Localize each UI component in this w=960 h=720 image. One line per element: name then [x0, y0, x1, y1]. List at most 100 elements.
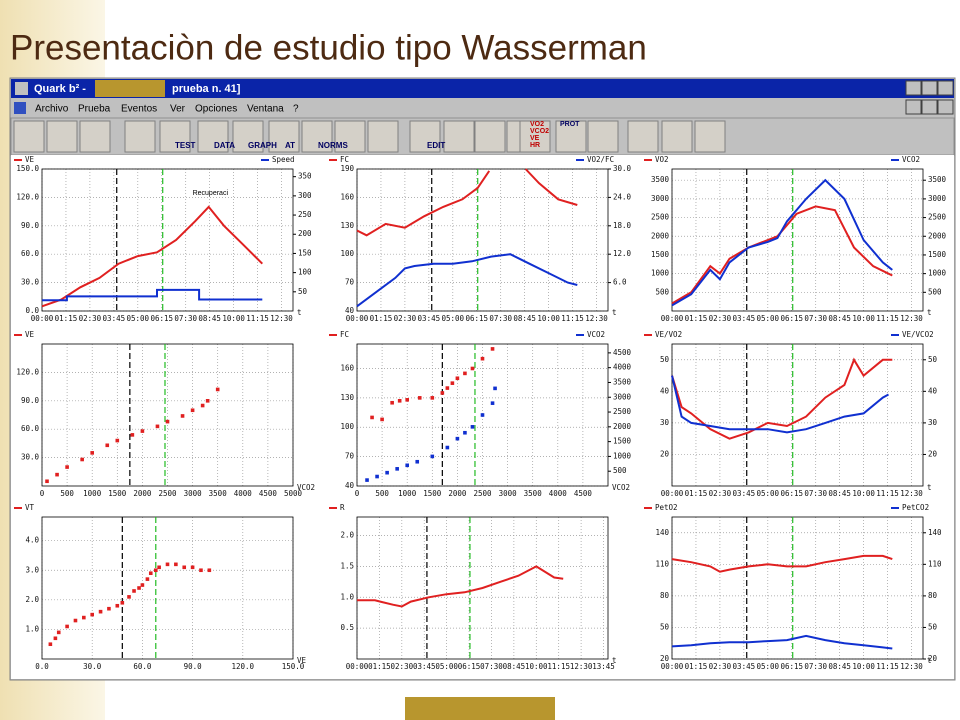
toolbar-button[interactable] [268, 120, 300, 153]
y2-tick-label: 140 [928, 528, 942, 537]
scatter-point [90, 612, 94, 617]
toolbar-label: HR [530, 142, 540, 149]
legend-label: FC [340, 155, 349, 164]
legend-label: PetO2 [655, 503, 678, 512]
x-tick-label: 08:45 [198, 314, 221, 323]
toolbar-button[interactable] [519, 120, 551, 153]
toolbar-button[interactable] [555, 120, 587, 153]
window-title: Quark b² - [34, 83, 86, 95]
x-tick-label: 07:30 [804, 489, 827, 498]
y2-tick-label: 30 [928, 418, 938, 427]
x-axis-label: VE [297, 656, 307, 665]
restore-button[interactable] [921, 99, 938, 115]
scatter-point [490, 347, 495, 351]
x-axis-label: t [927, 483, 932, 492]
minimize-button[interactable] [905, 80, 922, 96]
x-tick-label: 4000 [234, 489, 253, 498]
scatter-point [182, 565, 187, 570]
y-tick-label: 1500 [651, 250, 670, 259]
y-tick-label: 3500 [651, 175, 670, 184]
toolbar-label: DATA [214, 141, 235, 150]
close-button[interactable] [937, 99, 954, 115]
scatter-point [455, 436, 460, 441]
toolbar-button[interactable] [159, 120, 191, 153]
y2-tick-label: 40 [928, 386, 938, 395]
x-tick-label: 03:45 [418, 314, 441, 323]
toolbar-button[interactable] [587, 120, 619, 153]
menu-item[interactable]: Ventana [247, 104, 284, 115]
toolbar-button[interactable] [627, 120, 659, 153]
toolbar-button[interactable] [79, 120, 111, 153]
scatter-point [165, 562, 170, 567]
plot-frame [671, 516, 924, 660]
x-tick-label: 12:30 [900, 489, 923, 498]
close-button[interactable] [937, 80, 954, 96]
x-tick-label: 07:30 [480, 662, 503, 671]
plot-frame [356, 516, 609, 660]
scatter-point [375, 474, 379, 479]
legend-label: FC [340, 330, 349, 339]
y-tick-label: 500 [655, 287, 669, 296]
x-tick-label: 150.0 [282, 662, 305, 671]
scatter-point [380, 417, 384, 422]
toolbar-button[interactable] [474, 120, 506, 153]
y-tick-label: 20 [660, 449, 670, 458]
toolbar-button[interactable] [694, 120, 726, 153]
scatter-point [200, 403, 205, 408]
redacted [95, 80, 165, 97]
x-tick-label: 08:45 [828, 314, 851, 323]
y2-tick-label: 30.0 [613, 164, 632, 173]
menu-item[interactable]: Prueba [78, 104, 111, 115]
x-tick-label: 03:45 [733, 489, 756, 498]
x-tick-label: 13:45 [592, 662, 615, 671]
x-tick-label: 4500 [574, 489, 593, 498]
toolbar-button[interactable] [367, 120, 399, 153]
y2-tick-label: 350 [298, 172, 312, 181]
scatter-point [190, 408, 195, 413]
scatter-point [115, 603, 120, 608]
toolbar-button[interactable] [443, 120, 475, 153]
scatter-point [385, 470, 389, 475]
x-tick-label: 07:30 [489, 314, 512, 323]
menu-item[interactable]: Archivo [35, 104, 69, 115]
x-tick-label: 11:15 [561, 314, 584, 323]
scatter-point [130, 433, 135, 437]
toolbar-button[interactable] [46, 120, 78, 153]
series-line [671, 634, 893, 650]
toolbar-button[interactable] [409, 120, 441, 153]
toolbar-button[interactable] [301, 120, 333, 153]
toolbar-button[interactable] [197, 120, 229, 153]
scatter-point [140, 429, 145, 433]
minimize-button[interactable] [905, 99, 922, 115]
x-tick-label: 2000 [133, 489, 152, 498]
toolbar-button[interactable] [232, 120, 264, 153]
x-tick-label: 02:30 [391, 662, 414, 671]
menu-item[interactable]: ? [293, 104, 299, 115]
y-tick-label: 30.0 [21, 278, 40, 287]
menu-item[interactable]: Eventos [121, 104, 157, 115]
chart-panel: 0.0 30.0 60.0 90.0 120.0 150.0 1.0 2.0 3.0 4.0 VE V… [14, 503, 307, 671]
scatter-point [430, 396, 435, 400]
toolbar-button[interactable] [334, 120, 366, 153]
y-tick-label: 130 [340, 393, 354, 402]
maximize-button[interactable] [921, 80, 938, 96]
scatter-point [445, 386, 450, 390]
scatter-point [417, 396, 422, 400]
toolbar-button[interactable] [124, 120, 156, 153]
scatter-point [199, 568, 203, 573]
x-tick-label: 00:00 [346, 662, 369, 671]
y2-tick-label: 3000 [613, 392, 632, 401]
menu-item[interactable]: Opciones [195, 104, 237, 115]
toolbar-button[interactable] [661, 120, 693, 153]
scatter-point [45, 479, 49, 484]
menu-item[interactable]: Ver [170, 104, 186, 115]
scatter-point [463, 371, 467, 376]
plot-frame [41, 168, 294, 312]
scatter-point [480, 413, 485, 417]
toolbar-button[interactable] [13, 120, 45, 153]
scatter-point [405, 398, 409, 402]
toolbar-label: NORMS [318, 141, 348, 150]
scatter-point [137, 586, 141, 590]
x-tick-label: 0 [355, 489, 360, 498]
y-tick-label: 120.0 [16, 367, 39, 376]
